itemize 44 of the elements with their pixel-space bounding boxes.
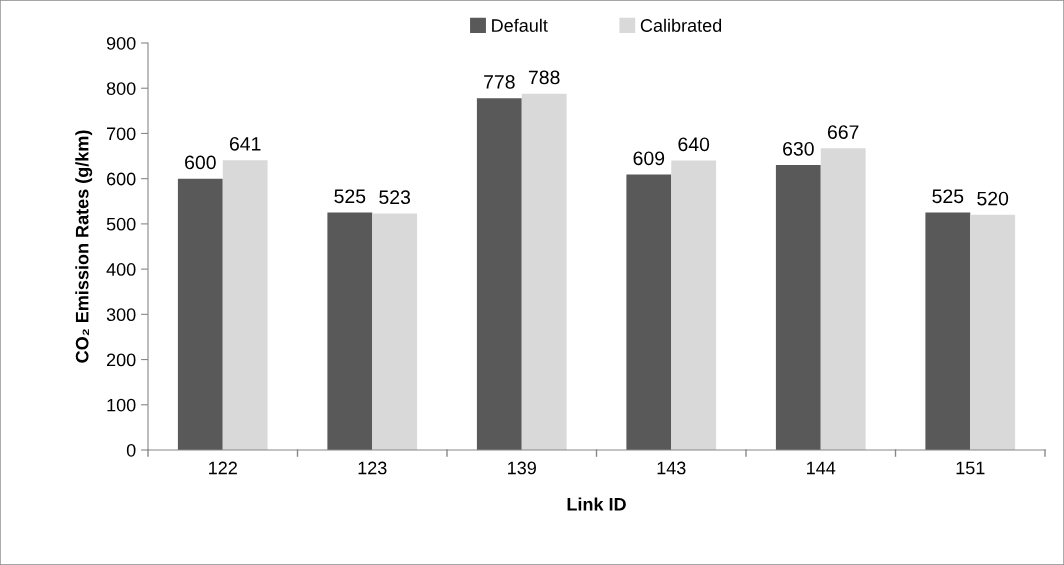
y-tick-label: 200 (106, 353, 136, 367)
y-tick-label: 500 (106, 217, 136, 231)
data-label: 788 (528, 70, 560, 85)
bar (925, 212, 971, 450)
x-tick-label: 122 (209, 461, 237, 475)
y-tick-label: 900 (106, 36, 136, 50)
y-tick-label: 700 (107, 127, 136, 141)
y-axis-title: CO₂ Emission Rates (g/km) (75, 130, 93, 363)
x-tick-label: 151 (956, 461, 985, 475)
y-tick-label: 600 (106, 172, 136, 186)
bar (327, 212, 373, 450)
data-label: 630 (783, 141, 814, 156)
bar (521, 93, 567, 450)
data-label: 609 (633, 151, 665, 166)
data-label: 520 (977, 191, 1009, 206)
y-tick-label: 100 (107, 398, 136, 412)
legend-label: Default (492, 18, 548, 32)
data-label: 640 (678, 137, 710, 152)
bar (775, 165, 821, 450)
bar (476, 98, 522, 450)
bar (177, 178, 223, 450)
bar (820, 148, 866, 450)
data-label: 641 (229, 136, 261, 151)
bar (372, 213, 418, 450)
data-label: 525 (334, 189, 366, 204)
y-tick-label: 400 (106, 263, 136, 276)
x-tick-label: 123 (358, 461, 387, 475)
y-tick-label: 0 (126, 443, 136, 457)
x-tick-label: 144 (807, 461, 836, 475)
bar (671, 160, 717, 450)
bar (970, 214, 1016, 450)
legend-label: Calibrated (640, 18, 722, 32)
data-label: 778 (484, 75, 515, 89)
y-tick-label: 300 (106, 308, 136, 322)
data-label: 525 (932, 189, 964, 204)
data-label: 600 (185, 155, 216, 170)
bar (626, 174, 672, 450)
y-tick-label: 800 (106, 82, 136, 95)
x-tick-label: 139 (508, 461, 536, 475)
data-label: 523 (379, 190, 411, 205)
x-tick-label: 143 (657, 461, 686, 475)
bar (222, 160, 268, 450)
x-axis-title: Link ID (567, 497, 626, 511)
data-label: 667 (827, 125, 859, 139)
